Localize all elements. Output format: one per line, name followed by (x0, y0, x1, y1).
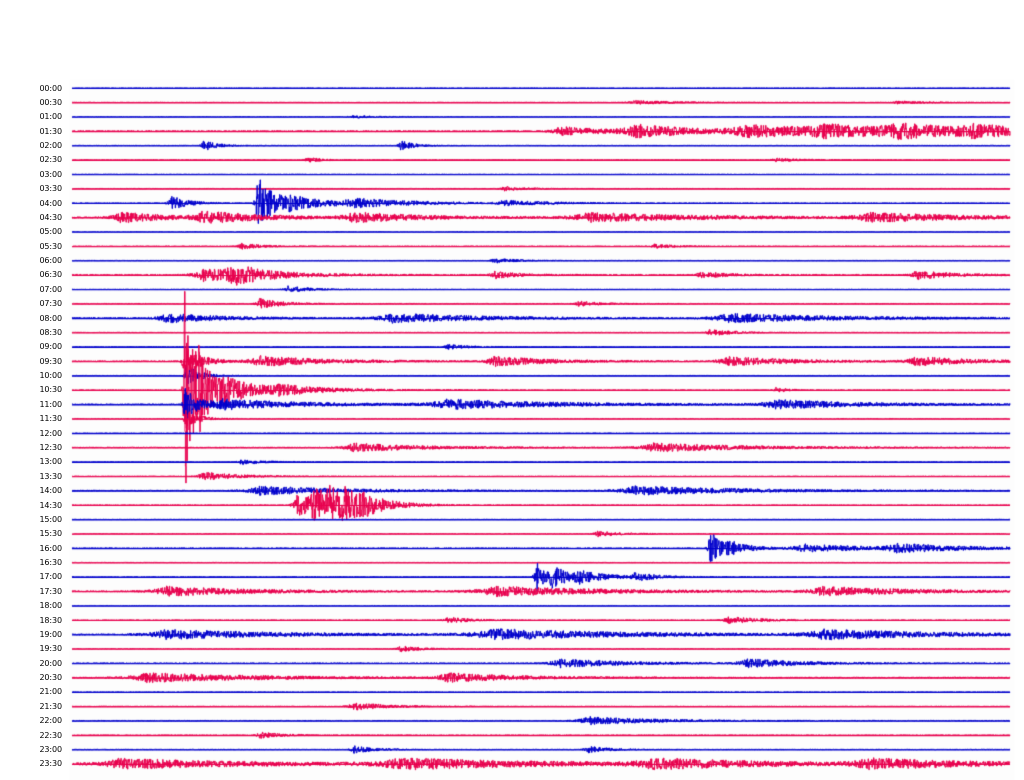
time-tick-label: 03:30 (39, 184, 62, 194)
time-tick-label: 14:00 (39, 486, 62, 496)
time-tick-label: 16:30 (39, 558, 62, 568)
time-tick-label: 10:30 (39, 385, 62, 395)
time-tick-label: 18:00 (39, 601, 62, 611)
time-tick-label: 13:30 (39, 471, 62, 481)
time-tick-label: 00:30 (39, 97, 62, 107)
time-tick-label: 05:00 (39, 227, 62, 237)
time-tick-label: 09:00 (39, 342, 62, 352)
time-tick-label: 18:30 (39, 615, 62, 625)
time-tick-label: 01:00 (39, 112, 62, 122)
time-tick-label: 07:30 (39, 299, 62, 309)
time-tick-label: 21:00 (39, 687, 62, 697)
time-tick-label: 05:30 (39, 241, 62, 251)
time-tick-label: 06:30 (39, 270, 62, 280)
time-tick-label: 21:30 (39, 701, 62, 711)
time-tick-label: 22:30 (39, 730, 62, 740)
time-tick-label: 22:00 (39, 716, 62, 726)
time-tick-label: 20:30 (39, 673, 62, 683)
time-tick-label: 02:30 (39, 155, 62, 165)
time-tick-label: 11:00 (39, 399, 62, 409)
time-tick-label: 02:00 (39, 141, 62, 151)
time-tick-label: 15:00 (39, 514, 62, 524)
time-tick-label: 04:30 (39, 212, 62, 222)
time-tick-label: 04:00 (39, 198, 62, 208)
time-tick-label: 03:00 (39, 169, 62, 179)
time-tick-label: 12:00 (39, 428, 62, 438)
time-tick-label: 14:30 (39, 500, 62, 510)
time-tick-label: 08:30 (39, 327, 62, 337)
time-tick-label: 06:00 (39, 256, 62, 266)
time-tick-label: 16:00 (39, 543, 62, 553)
time-tick-label: 09:30 (39, 356, 62, 366)
time-tick-label: 23:00 (39, 744, 62, 754)
time-tick-label: 13:00 (39, 457, 62, 467)
time-tick-label: 19:00 (39, 629, 62, 639)
time-tick-label: 23:30 (39, 759, 62, 769)
time-tick-label: 12:30 (39, 443, 62, 452)
time-tick-label: 10:00 (39, 371, 62, 381)
time-tick-label: 17:00 (39, 572, 62, 582)
time-tick-label: 00:00 (39, 83, 62, 93)
time-tick-label: 20:00 (39, 658, 62, 668)
time-tick-label: 15:30 (39, 529, 62, 539)
time-tick-label: 08:00 (39, 313, 62, 323)
time-tick-label: 11:30 (39, 414, 62, 424)
time-tick-label: 07:00 (39, 284, 62, 294)
time-tick-label: 19:30 (39, 644, 62, 654)
time-tick-label: 17:30 (39, 586, 62, 596)
time-tick-label: 01:30 (39, 126, 62, 136)
